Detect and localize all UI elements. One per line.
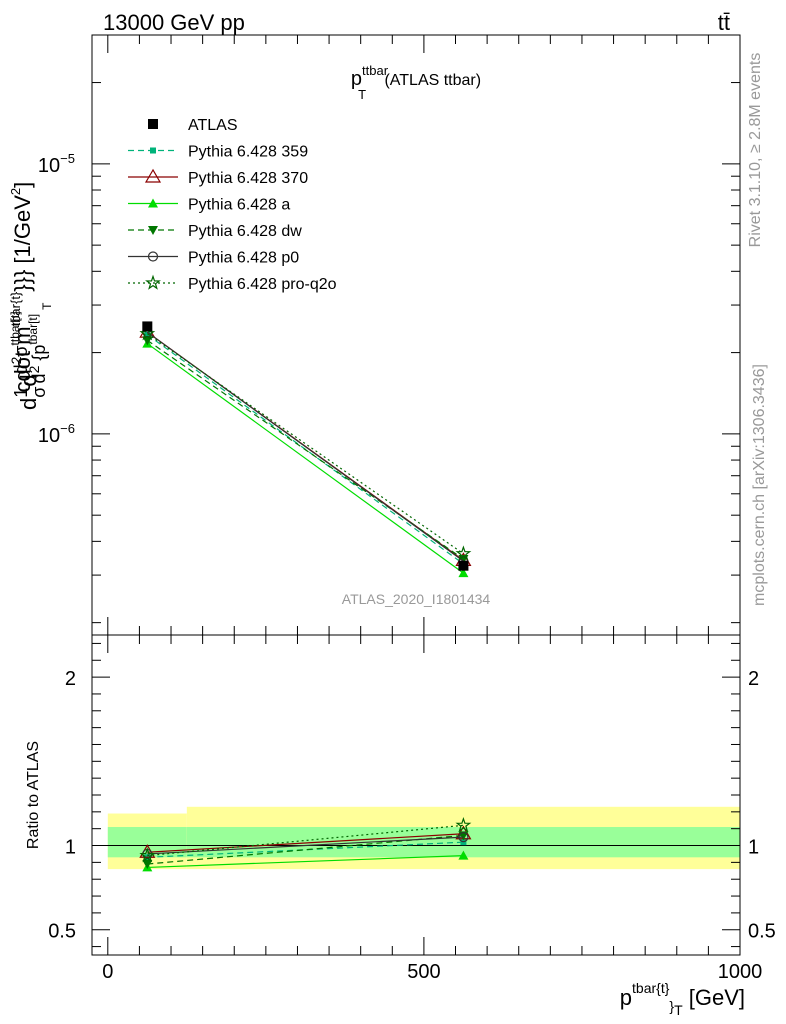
- main-ytick-label: 10−6: [38, 421, 75, 447]
- rivet-label: Rivet 3.1.10, ≥ 2.8M events: [747, 53, 764, 248]
- ratio-ytick-label-right: 2: [748, 668, 759, 690]
- xlabel-sup: tbar{t}: [632, 980, 670, 996]
- legend-marker-pythia-6-428-p0: [147, 251, 159, 262]
- analysis-watermark: ATLAS_2020_I1801434: [342, 591, 491, 607]
- xlabel-main: p: [620, 985, 632, 1010]
- xlabel-sub: }: [669, 998, 674, 1014]
- ratio-point-pythia-6-428-dw: [142, 860, 153, 870]
- point-atlas: [458, 560, 469, 571]
- legend-marker-pythia-6-428-359: [150, 147, 156, 154]
- ratio-plot-frame: [91, 634, 741, 956]
- ratio-ytick-label-right: 0.5: [748, 921, 776, 943]
- plot-title-sup: ttbar: [362, 63, 389, 78]
- source-label: mcplots.cern.ch [arXiv:1306.3436]: [751, 364, 768, 606]
- main-ytick-label: 10−5: [38, 151, 75, 177]
- header-left: 13000 GeV pp: [103, 10, 245, 35]
- series-line-pythia-6-428-pro-q2o: [146, 333, 464, 555]
- legend-marker-atlas: [148, 119, 158, 129]
- point-atlas: [142, 321, 153, 332]
- legend-label-pythia-6-428-dw: Pythia 6.428 dw: [188, 223, 302, 240]
- ratio-plot-series: [139, 816, 472, 872]
- ratio-point-pythia-6-428-pro-q2o: [139, 847, 156, 863]
- legend-label-atlas: ATLAS: [188, 117, 238, 134]
- xlabel-rest: [GeV]: [683, 985, 745, 1010]
- legend-marker-pythia-6-428-pro-q2o: [145, 274, 161, 290]
- plot-title-main: p: [351, 68, 362, 90]
- point-pythia-6-428-a: [458, 568, 469, 578]
- plot-title: pttbar T (ATLAS ttbar): [351, 63, 481, 102]
- legend-marker-pythia-6-428-a: [148, 198, 158, 208]
- xtick-label: 1000: [718, 961, 763, 983]
- plot-title-rest: (ATLAS ttbar): [380, 72, 481, 89]
- legend-marker-pythia-6-428-dw: [148, 226, 158, 235]
- legend-label-pythia-6-428-370: Pythia 6.428 370: [188, 170, 308, 187]
- xlabel: ptbar{t}}T [GeV]: [620, 980, 745, 1018]
- legend: ATLAS Pythia 6.428 359 Pythia 6.428 370 Pyt…: [128, 117, 337, 293]
- main-plot-series: [139, 321, 472, 578]
- series-line-pythia-6-428-a: [146, 343, 464, 574]
- ratio-uncertainty-bands: [107, 806, 740, 870]
- main-ylabel-text: d1σdd2σttbar[t]d2 {ptbar[t]T cdot mtbar{…: [8, 182, 54, 410]
- xtick-label: 500: [407, 961, 440, 983]
- header-right: tt̄: [718, 10, 730, 35]
- ratio-ylabel: Ratio to ATLAS: [25, 741, 42, 849]
- axis-tick-labels: 10−5 10−6 0 500 1000 0.5 0.5 1 1 2 2: [38, 151, 776, 983]
- ratio-point-pythia-6-428-p0: [458, 832, 469, 843]
- ratio-point-pythia-6-428-a: [458, 850, 469, 860]
- ratio-line-pythia-6-428-370: [147, 833, 464, 853]
- main-ylabel: d1σdd2σttbar[t]d2 {ptbar[t]T cdot mtbar{…: [8, 182, 54, 410]
- xtick-label: 0: [102, 961, 113, 983]
- ratio-line-pythia-6-428-a: [147, 855, 464, 869]
- legend-marker-pythia-6-428-370: [144, 168, 162, 183]
- ratio-line-pythia-6-428-359: [147, 841, 464, 858]
- ratio-point-pythia-6-428-pro-q2o: [455, 816, 472, 833]
- ratio-line-pythia-6-428-p0: [147, 836, 464, 855]
- ratio-ytick-label-right: 1: [748, 837, 759, 859]
- ratio-ytick-label-left: 2: [65, 668, 76, 690]
- plot-title-sub: T: [358, 87, 366, 102]
- point-pythia-6-428-359: [144, 331, 151, 338]
- legend-label-pythia-6-428-359: Pythia 6.428 359: [188, 144, 308, 161]
- legend-label-pythia-6-428-pro-q2o: Pythia 6.428 pro-q2o: [188, 276, 337, 293]
- legend-label-pythia-6-428-p0: Pythia 6.428 p0: [188, 250, 299, 267]
- legend-label-pythia-6-428-a: Pythia 6.428 a: [188, 197, 290, 214]
- point-pythia-6-428-pro-q2o: [139, 325, 156, 341]
- axis-ticks: [92, 35, 741, 955]
- ratio-ytick-label-left: 1: [65, 837, 76, 859]
- point-pythia-6-428-pro-q2o: [455, 545, 472, 561]
- ratio-ytick-label-left: 0.5: [48, 921, 76, 943]
- series-line-pythia-6-428-p0: [146, 331, 464, 562]
- xlabel-sub2: T: [674, 1002, 683, 1018]
